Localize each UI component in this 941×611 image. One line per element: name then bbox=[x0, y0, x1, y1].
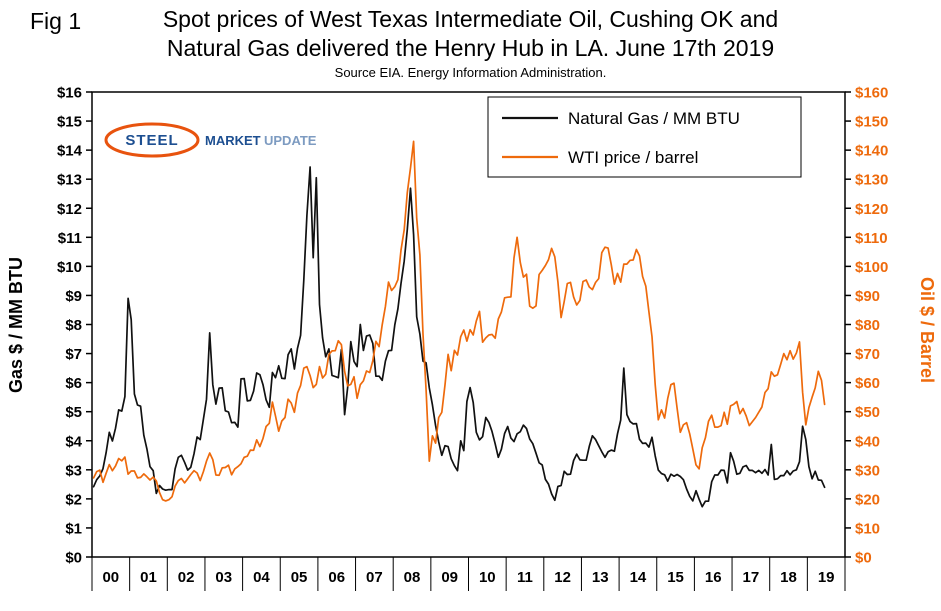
right-axis-tick-label: $90 bbox=[855, 288, 880, 305]
right-axis-tick-label: $150 bbox=[855, 114, 888, 131]
left-axis-tick-label: $16 bbox=[57, 85, 82, 102]
x-axis-year-label: 18 bbox=[780, 569, 797, 586]
right-axis-tick-label: $50 bbox=[855, 404, 880, 421]
right-axis-tick-label: $80 bbox=[855, 317, 880, 334]
right-axis-tick-label: $120 bbox=[855, 201, 888, 218]
left-axis-tick-label: $8 bbox=[65, 317, 82, 334]
left-axis-tick-label: $4 bbox=[65, 433, 82, 450]
left-axis-tick-label: $0 bbox=[65, 550, 82, 567]
left-axis-tick-label: $2 bbox=[65, 491, 82, 508]
right-axis-tick-label: $160 bbox=[855, 85, 888, 102]
left-axis-tick-label: $3 bbox=[65, 462, 82, 479]
x-axis-year-label: 14 bbox=[630, 569, 647, 586]
source-note: Source EIA. Energy Information Administr… bbox=[334, 65, 607, 80]
wti-line bbox=[92, 140, 826, 502]
right-axis-tick-label: $30 bbox=[855, 462, 880, 479]
right-axis-tick-label: $10 bbox=[855, 520, 880, 537]
legend-label: Natural Gas / MM BTU bbox=[568, 109, 740, 128]
x-axis-year-label: 09 bbox=[441, 569, 458, 586]
right-axis-tick-label: $110 bbox=[855, 230, 888, 247]
left-axis-tick-label: $12 bbox=[57, 201, 82, 218]
x-axis-year-label: 00 bbox=[102, 569, 119, 586]
logo-word-update: UPDATE bbox=[264, 133, 317, 148]
x-axis-year-label: 05 bbox=[291, 569, 308, 586]
right-axis-tick-label: $140 bbox=[855, 143, 888, 160]
right-axis-tick-label: $0 bbox=[855, 550, 872, 567]
right-axis-tick-label: $20 bbox=[855, 491, 880, 508]
x-axis-year-label: 06 bbox=[328, 569, 345, 586]
right-axis-tick-label: $60 bbox=[855, 375, 880, 392]
x-axis-year-label: 11 bbox=[517, 569, 533, 586]
x-axis-year-label: 12 bbox=[554, 569, 571, 586]
left-axis-tick-label: $5 bbox=[65, 404, 82, 421]
x-axis-year-label: 02 bbox=[178, 569, 195, 586]
logo-word-market: MARKET bbox=[205, 133, 261, 148]
left-axis-tick-label: $6 bbox=[65, 375, 82, 392]
x-axis-year-label: 10 bbox=[479, 569, 496, 586]
chart-title-line1: Spot prices of West Texas Intermediate O… bbox=[162, 6, 779, 32]
left-axis-tick-label: $10 bbox=[57, 259, 82, 276]
x-axis-year-label: 03 bbox=[215, 569, 232, 586]
logo-swoosh-icon bbox=[104, 122, 200, 158]
right-axis-tick-label: $130 bbox=[855, 172, 888, 189]
left-axis-tick-label: $13 bbox=[57, 172, 82, 189]
logo-word-steel: STEEL bbox=[125, 132, 178, 149]
x-axis-year-label: 15 bbox=[667, 569, 684, 586]
legend-label: WTI price / barrel bbox=[568, 148, 698, 167]
right-axis-tick-label: $100 bbox=[855, 259, 888, 276]
chart-title-line2: Natural Gas delivered the Henry Hub in L… bbox=[166, 35, 775, 61]
right-axis-title: Oil $ / Barrel bbox=[917, 277, 937, 383]
right-axis-tick-label: $40 bbox=[855, 433, 880, 450]
right-axis-tick-label: $70 bbox=[855, 346, 880, 363]
x-axis-year-label: 16 bbox=[705, 569, 722, 586]
left-axis-tick-label: $9 bbox=[65, 288, 82, 305]
x-axis-year-label: 17 bbox=[743, 569, 760, 586]
left-axis-tick-label: $1 bbox=[65, 520, 82, 537]
left-axis-title: Gas $ / MM BTU bbox=[6, 257, 26, 393]
x-axis-year-label: 04 bbox=[253, 569, 270, 586]
figure-label: Fig 1 bbox=[30, 8, 82, 34]
legend-box bbox=[487, 96, 802, 178]
x-axis-year-label: 01 bbox=[140, 569, 157, 586]
x-axis-year-label: 13 bbox=[592, 569, 609, 586]
natural-gas-line bbox=[92, 166, 826, 508]
x-axis-year-label: 19 bbox=[818, 569, 835, 586]
left-axis-tick-label: $14 bbox=[57, 143, 83, 160]
left-axis-tick-label: $15 bbox=[57, 114, 82, 131]
x-axis-year-label: 07 bbox=[366, 569, 383, 586]
left-axis-tick-label: $7 bbox=[65, 346, 82, 363]
x-axis-year-label: 08 bbox=[404, 569, 421, 586]
left-axis-tick-label: $11 bbox=[58, 230, 82, 247]
